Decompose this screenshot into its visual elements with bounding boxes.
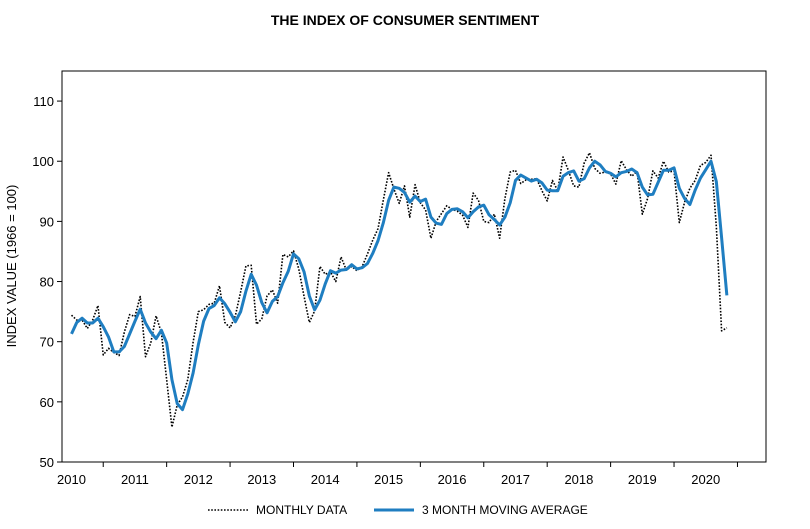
y-tick-label: 100 (32, 154, 54, 169)
x-tick-label: 2015 (374, 472, 403, 487)
x-tick-label: 2014 (311, 472, 340, 487)
y-tick-label: 80 (40, 275, 54, 290)
moving-average-line (70, 159, 729, 412)
x-tick-label: 2020 (691, 472, 720, 487)
y-tick-label: 60 (40, 395, 54, 410)
chart-title: THE INDEX OF CONSUMER SENTIMENT (270, 12, 540, 28)
y-tick-label: 50 (40, 455, 54, 470)
x-tick-label: 2019 (628, 472, 657, 487)
y-tick-label: 90 (40, 214, 54, 229)
x-axis: 2010 2011 2012 2013 2014 2015 2016 2017 2018 2019… (57, 462, 738, 487)
x-tick-label: 2018 (564, 472, 593, 487)
legend-label-moving-average: 3 MONTH MOVING AVERAGE (422, 503, 588, 517)
monthly-data-line (70, 152, 728, 428)
x-tick-label: 2017 (501, 472, 530, 487)
x-tick-label: 2011 (121, 472, 149, 487)
y-axis-label: INDEX VALUE (1966 = 100) (4, 185, 19, 348)
x-tick-label: 2012 (184, 472, 213, 487)
plot-area (61, 70, 767, 463)
y-tick-label: 110 (33, 94, 54, 109)
legend-label-monthly: MONTHLY DATA (256, 503, 347, 517)
series-layer (70, 152, 729, 428)
y-tick-label: 70 (40, 335, 54, 350)
legend: MONTHLY DATA 3 MONTH MOVING AVERAGE (208, 503, 588, 517)
x-tick-label: 2016 (438, 472, 467, 487)
x-tick-label: 2010 (57, 472, 86, 487)
x-tick-label: 2013 (247, 472, 276, 487)
y-axis: 50 60 70 80 90 100 110 (32, 94, 62, 470)
